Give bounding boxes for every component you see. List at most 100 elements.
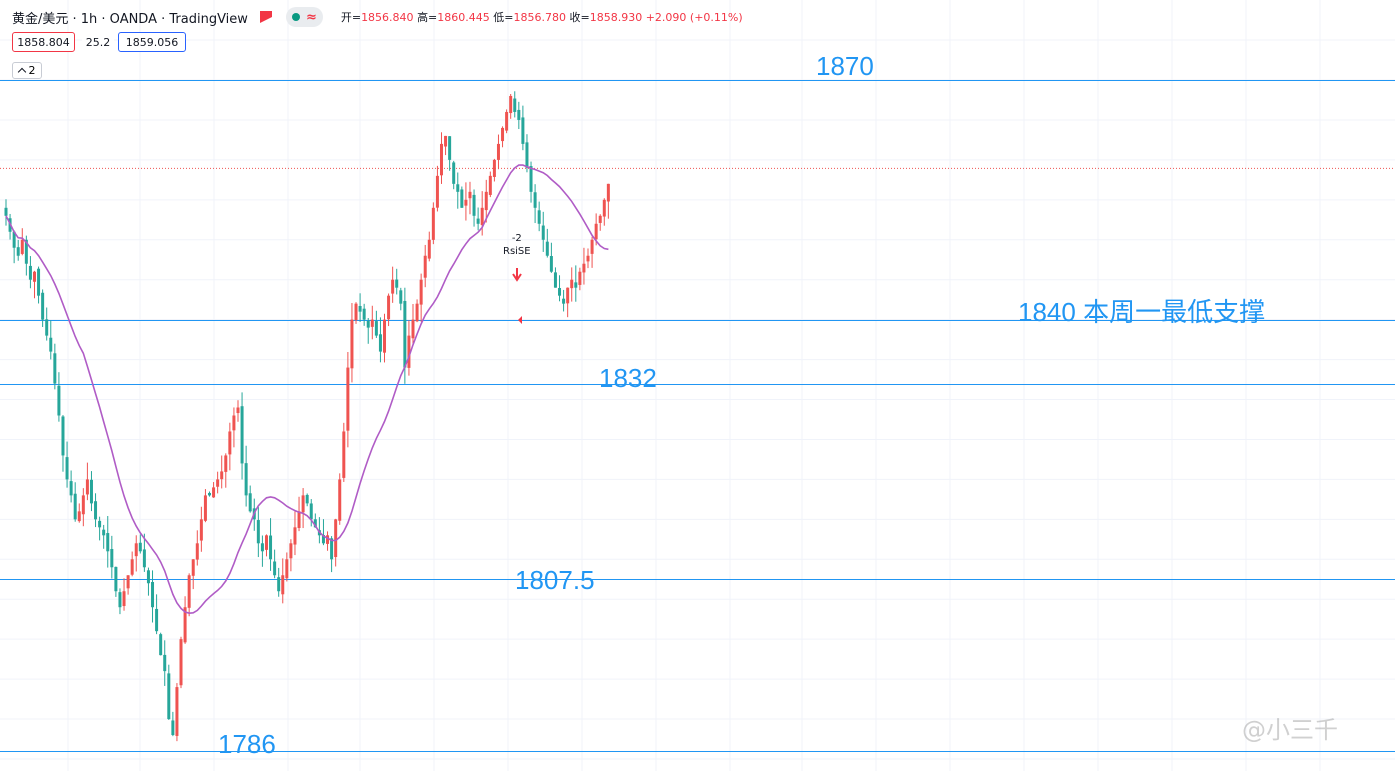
- change-value: +2.090 (+0.11%): [645, 11, 743, 24]
- signal-label: -2 RsiSE: [503, 232, 531, 258]
- candle-body: [248, 493, 252, 512]
- candle-body: [81, 495, 85, 515]
- candle-body: [203, 495, 207, 521]
- open-label: 开=: [340, 11, 362, 24]
- candle-body: [244, 463, 248, 496]
- candle-body: [529, 166, 533, 192]
- candle-body: [297, 511, 301, 529]
- candle-body: [256, 520, 260, 544]
- candle-body: [179, 639, 183, 686]
- candle-body: [49, 337, 53, 352]
- candle-body: [517, 109, 521, 120]
- candle-body: [439, 143, 443, 176]
- candle-body: [594, 223, 598, 240]
- candle-body: [16, 247, 20, 256]
- indicator-toggle-button[interactable]: 2: [12, 62, 42, 79]
- candle-body: [480, 207, 484, 226]
- candle-body: [167, 673, 171, 720]
- candle-body: [37, 268, 41, 296]
- symbol-title[interactable]: 黄金/美元 · 1h · OANDA · TradingView: [12, 11, 248, 27]
- candle-body: [549, 256, 553, 272]
- candle-body: [598, 215, 602, 223]
- signal-value: -2: [511, 233, 522, 244]
- candle-body: [236, 407, 240, 414]
- candle-body: [501, 127, 505, 142]
- open-value: 1856.840: [361, 11, 414, 24]
- candle-body: [220, 471, 224, 480]
- candle-body: [305, 494, 309, 504]
- candle-body: [566, 287, 570, 304]
- ohlc-readout: 开=1856.840 高=1860.445 低=1856.780 收=1858.…: [341, 9, 743, 25]
- candle-body: [358, 306, 362, 312]
- candle-body: [431, 207, 435, 240]
- candle-body: [191, 559, 195, 576]
- candle-body: [171, 720, 175, 736]
- candle-body: [41, 292, 45, 320]
- candle-body: [484, 191, 488, 211]
- indicator-count: 2: [28, 64, 36, 77]
- candle-body: [183, 607, 187, 643]
- market-status-pill[interactable]: ≈: [285, 7, 323, 27]
- candle-body: [574, 282, 578, 288]
- candle-body: [346, 367, 350, 431]
- candle-body: [378, 334, 382, 352]
- buy-price-button[interactable]: 1859.056: [118, 32, 186, 52]
- candle-body: [285, 559, 289, 579]
- candle-body: [383, 319, 387, 353]
- candle-body: [586, 255, 590, 262]
- candle-body: [126, 575, 130, 589]
- candle-body: [582, 263, 586, 273]
- candle-body: [448, 136, 452, 160]
- candle-body: [57, 385, 61, 416]
- signal-arrow-icon: [512, 268, 522, 282]
- candle-body: [289, 543, 293, 559]
- candle-body: [472, 194, 476, 216]
- candle-body: [496, 143, 500, 160]
- candle-body: [403, 300, 407, 368]
- candle-body: [350, 319, 354, 369]
- candle-body: [269, 535, 273, 560]
- candle-body: [102, 529, 106, 536]
- author-watermark: @小三千: [1242, 716, 1338, 744]
- candle-body: [208, 492, 211, 496]
- candle-body: [151, 581, 155, 608]
- low-value: 1856.780: [513, 11, 567, 24]
- candle-body: [277, 577, 281, 592]
- candle-body: [509, 95, 513, 114]
- flag-icon[interactable]: [259, 11, 272, 23]
- candle-body: [138, 542, 142, 552]
- candle-body: [264, 535, 268, 550]
- candle-body: [32, 271, 36, 282]
- chevron-down-icon: [17, 67, 26, 77]
- chart-header: 黄金/美元 · 1h · OANDA · TradingView ≈ 开=185…: [12, 7, 743, 27]
- level-label-1870: 1870: [816, 51, 874, 81]
- low-label: 低=: [493, 11, 514, 24]
- candle-body: [28, 265, 32, 280]
- candle-body: [260, 543, 264, 552]
- sell-price-button[interactable]: 1858.804: [12, 32, 75, 52]
- high-value: 1860.445: [437, 11, 490, 24]
- candle-body: [606, 183, 610, 202]
- candle-body: [399, 290, 403, 304]
- candle-body: [334, 519, 338, 558]
- candle-body: [85, 479, 89, 495]
- spread-value: 25.2: [82, 32, 114, 52]
- candle-body: [114, 566, 118, 592]
- candle-body: [545, 241, 549, 256]
- candle-body: [330, 538, 334, 560]
- candle-body: [122, 591, 126, 607]
- candle-body: [370, 319, 374, 327]
- candle-body: [142, 549, 146, 568]
- wave-icon: ≈: [305, 9, 317, 25]
- candle-body: [199, 519, 203, 541]
- candle-body: [415, 303, 419, 322]
- candle-body: [77, 511, 81, 522]
- signal-marker-icon: [518, 316, 522, 324]
- candle-body: [456, 184, 460, 192]
- candle-body: [533, 192, 537, 208]
- candle-body: [460, 189, 464, 208]
- candle-body: [590, 239, 594, 254]
- candle-body: [134, 543, 138, 557]
